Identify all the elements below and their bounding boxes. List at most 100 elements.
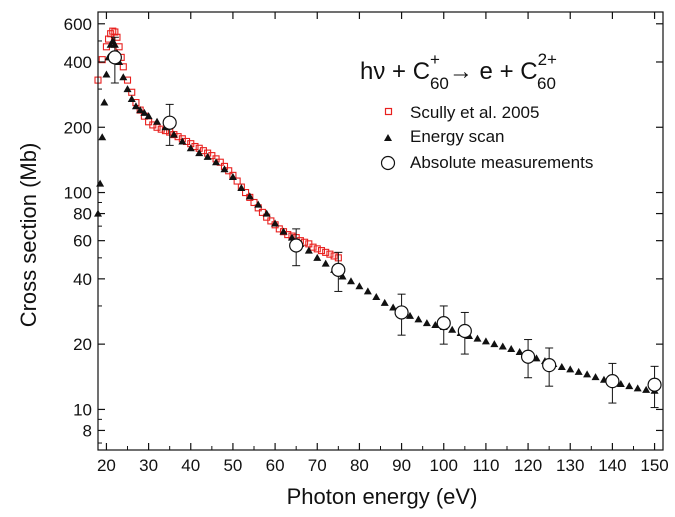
energy-scan-point bbox=[228, 172, 237, 180]
energy-scan-point bbox=[574, 367, 583, 375]
energy-scan-point bbox=[448, 325, 457, 333]
energy-scan-point bbox=[203, 152, 212, 160]
x-tick-label: 50 bbox=[223, 456, 242, 475]
energy-scan-point bbox=[583, 370, 592, 378]
scully-point bbox=[119, 63, 127, 71]
legend-label-energy-scan: Energy scan bbox=[410, 127, 505, 146]
scully-point bbox=[199, 147, 207, 155]
legend-marker-energy-scan bbox=[384, 134, 392, 141]
energy-scan-point bbox=[346, 277, 355, 285]
absolute-point bbox=[107, 50, 122, 65]
x-axis-title: Photon energy (eV) bbox=[287, 484, 478, 509]
scully-point bbox=[330, 252, 338, 260]
scully-point bbox=[109, 27, 117, 35]
energy-scan-point bbox=[96, 179, 105, 187]
energy-scan-point bbox=[414, 315, 423, 323]
energy-scan-point bbox=[633, 384, 642, 392]
x-tick-label: 70 bbox=[308, 456, 327, 475]
energy-scan-point bbox=[144, 112, 153, 120]
absolute-point bbox=[436, 316, 451, 331]
x-tick-label: 40 bbox=[181, 456, 200, 475]
legend-marker-absolute bbox=[380, 155, 396, 171]
equation-sub2: 60 bbox=[537, 74, 556, 93]
energy-scan-point bbox=[220, 165, 229, 173]
y-tick-label: 80 bbox=[73, 205, 92, 224]
y-tick-label: 20 bbox=[73, 335, 92, 354]
energy-scan-point bbox=[372, 292, 381, 300]
x-tick-label: 100 bbox=[430, 456, 458, 475]
energy-scan-point bbox=[169, 130, 178, 138]
y-tick-label: 100 bbox=[64, 184, 92, 203]
energy-scan-point bbox=[625, 382, 634, 390]
scully-point bbox=[267, 217, 275, 225]
y-tick-label: 40 bbox=[73, 270, 92, 289]
energy-scan-point bbox=[195, 149, 204, 157]
equation-sup1: + bbox=[430, 50, 440, 69]
energy-scan-point bbox=[389, 303, 398, 311]
energy-scan-point bbox=[481, 337, 490, 345]
absolute-point bbox=[289, 238, 304, 253]
x-tick-label: 110 bbox=[472, 456, 499, 475]
energy-scan-point bbox=[237, 183, 246, 191]
energy-scan-point bbox=[254, 200, 263, 208]
energy-scan-point bbox=[566, 365, 575, 373]
energy-scan-point bbox=[212, 158, 221, 166]
plot-frame bbox=[97, 11, 664, 451]
absolute-point bbox=[542, 358, 557, 373]
absolute-point bbox=[457, 323, 472, 339]
y-tick-label: 400 bbox=[64, 53, 92, 72]
energy-scan-point bbox=[100, 98, 109, 106]
energy-scan-point bbox=[321, 259, 330, 267]
energy-scan-point bbox=[119, 73, 128, 81]
energy-scan-point bbox=[140, 108, 149, 116]
absolute-point bbox=[394, 305, 409, 320]
equation-base: hν + C bbox=[360, 58, 430, 85]
energy-scan-point bbox=[153, 117, 162, 125]
legend-marker-scully bbox=[384, 107, 393, 116]
x-tick-label: 20 bbox=[97, 456, 116, 475]
scully-point bbox=[250, 198, 258, 207]
energy-scan-point bbox=[498, 342, 507, 350]
energy-scan-point bbox=[304, 246, 313, 254]
y-tick-label: 10 bbox=[73, 400, 92, 419]
y-tick-label: 8 bbox=[83, 421, 92, 440]
energy-scan-point bbox=[642, 385, 651, 393]
y-tick-label: 60 bbox=[73, 232, 92, 251]
reaction-equation: hν + C+ 60→ e + C2+ 60 bbox=[360, 50, 557, 93]
energy-scan-point bbox=[313, 253, 322, 261]
scully-point bbox=[313, 245, 321, 253]
energy-scan-point bbox=[186, 144, 195, 152]
scully-point bbox=[326, 250, 334, 258]
equation-arrow: → bbox=[449, 58, 473, 85]
energy-scan-point bbox=[616, 379, 625, 387]
energy-scan-point bbox=[271, 219, 280, 227]
energy-scan-point bbox=[262, 209, 271, 217]
scully-point bbox=[149, 121, 157, 129]
energy-scan-point bbox=[355, 282, 364, 290]
energy-scan-point bbox=[123, 85, 132, 93]
energy-scan-point bbox=[422, 319, 431, 327]
absolute-point bbox=[605, 374, 620, 389]
energy-scan-point bbox=[380, 298, 389, 306]
legend-label-absolute: Absolute measurements bbox=[410, 153, 593, 172]
x-tick-label: 90 bbox=[392, 456, 411, 475]
x-tick-label: 130 bbox=[556, 456, 584, 475]
absolute-point bbox=[520, 349, 536, 364]
scully-point bbox=[242, 189, 250, 197]
x-tick-label: 60 bbox=[266, 456, 285, 475]
equation-sup2: 2+ bbox=[538, 50, 557, 69]
scully-point bbox=[111, 28, 119, 36]
y-axis-title: Cross section (Mb) bbox=[16, 143, 41, 328]
energy-scan-point bbox=[490, 340, 499, 348]
x-tick-label: 80 bbox=[350, 456, 369, 475]
energy-scan-point bbox=[363, 287, 372, 295]
energy-scan-point bbox=[473, 334, 482, 342]
energy-scan-point bbox=[507, 344, 516, 352]
absolute-point bbox=[331, 262, 346, 277]
energy-scan-point bbox=[406, 311, 415, 319]
energy-scan-point bbox=[98, 133, 107, 141]
legend-label-scully: Scully et al. 2005 bbox=[410, 103, 539, 122]
energy-scan-point bbox=[591, 373, 600, 381]
energy-scan-point bbox=[431, 321, 440, 329]
